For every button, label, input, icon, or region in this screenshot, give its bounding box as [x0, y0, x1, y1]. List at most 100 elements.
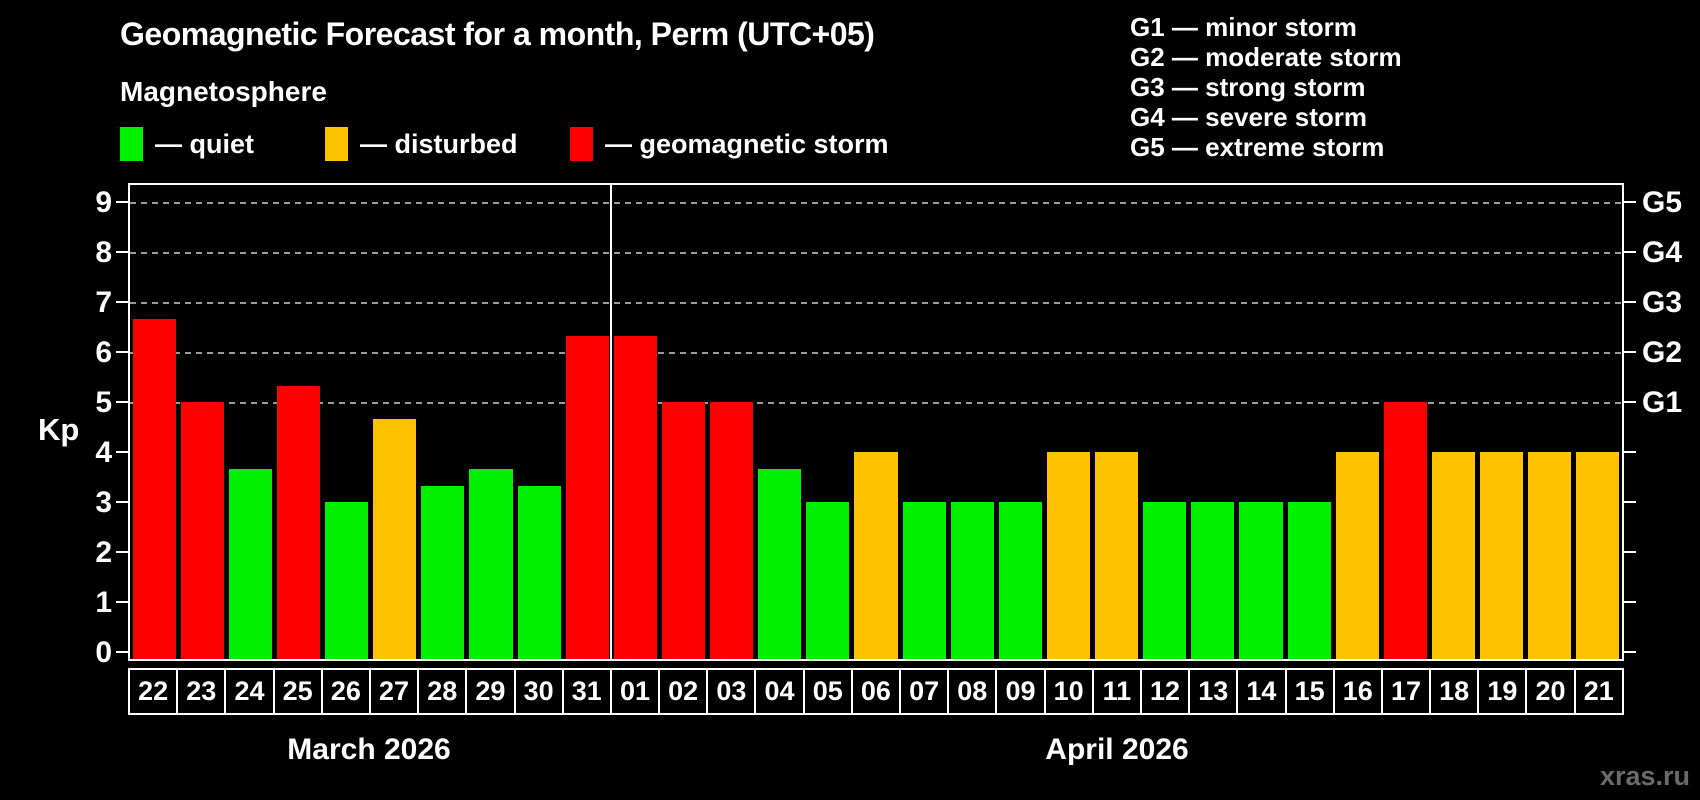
- gridline-kp6: [130, 352, 1622, 354]
- day-label-14: 14: [1236, 668, 1287, 715]
- y-axis-label-4: 4: [95, 436, 112, 469]
- bar-day-13: [1191, 502, 1235, 659]
- y-axis-tick-right-3: [1624, 501, 1636, 503]
- legend-label-storm: — geomagnetic storm: [605, 128, 889, 159]
- legend-item-disturbed: — disturbed: [325, 127, 518, 161]
- day-label-27: 27: [368, 668, 420, 715]
- day-label-05: 05: [802, 668, 853, 715]
- y-axis-tick-left-5: [116, 401, 128, 403]
- y-axis-label-2: 2: [95, 536, 112, 569]
- y-axis-label-7: 7: [95, 286, 112, 319]
- day-label-13: 13: [1188, 668, 1239, 715]
- day-label-26: 26: [320, 668, 371, 715]
- day-label-17: 17: [1380, 668, 1432, 715]
- bar-day-23: [180, 402, 224, 659]
- disturbed-swatch-icon: [325, 127, 348, 161]
- gridline-kp7: [130, 302, 1622, 304]
- bar-day-20: [1528, 452, 1572, 659]
- bar-day-01: [613, 335, 657, 659]
- bar-day-18: [1431, 452, 1476, 659]
- y-axis-tick-left-3: [116, 501, 128, 503]
- day-label-30: 30: [513, 668, 564, 715]
- day-label-10: 10: [1043, 668, 1094, 715]
- y-axis-tick-left-4: [116, 451, 128, 453]
- bar-day-15: [1287, 502, 1331, 659]
- day-label-31: 31: [561, 668, 612, 715]
- bar-day-04: [758, 468, 802, 659]
- bar-day-31: [565, 335, 609, 659]
- y-axis-tick-left-1: [116, 601, 128, 603]
- bar-day-05: [806, 502, 850, 659]
- legend-item-storm: — geomagnetic storm: [570, 127, 889, 161]
- y-axis-label-8: 8: [95, 236, 112, 269]
- g-legend-line-g4: G4 — severe storm: [1130, 102, 1368, 132]
- y-axis-tick-right-2: [1624, 551, 1636, 553]
- magnetosphere-label: Magnetosphere: [120, 76, 327, 107]
- day-label-23: 23: [176, 668, 227, 715]
- y-axis-tick-right-6: [1624, 351, 1636, 353]
- g-scale-legend: G1 — minor storm G2 — moderate storm G3 …: [1130, 12, 1402, 162]
- bar-day-30: [517, 485, 561, 659]
- plot-area: [116, 183, 1636, 661]
- bar-day-28: [421, 485, 465, 659]
- legend-label-disturbed: — disturbed: [360, 128, 518, 159]
- y-axis-tick-right-7: [1624, 301, 1636, 303]
- right-axis-label-g1: G1: [1642, 386, 1683, 419]
- bar-day-08: [950, 502, 994, 659]
- right-axis-label-g4: G4: [1642, 236, 1683, 269]
- day-label-18: 18: [1429, 668, 1480, 715]
- y-axis-label-9: 9: [95, 186, 112, 219]
- right-axis-label-g2: G2: [1642, 336, 1683, 369]
- y-axis-tick-right-8: [1624, 251, 1636, 253]
- y-axis-tick-left-6: [116, 351, 128, 353]
- day-label-28: 28: [417, 668, 468, 715]
- g-legend-line-g5: G5 — extreme storm: [1130, 132, 1385, 162]
- day-label-04: 04: [754, 668, 805, 715]
- day-label-08: 08: [947, 668, 998, 715]
- day-label-25: 25: [272, 668, 323, 715]
- bar-day-16: [1335, 452, 1379, 659]
- bar-day-02: [661, 402, 706, 659]
- day-label-15: 15: [1284, 668, 1335, 715]
- bar-day-22: [132, 318, 176, 659]
- bar-day-12: [1143, 502, 1187, 659]
- y-axis-title: Kp: [38, 412, 80, 447]
- day-label-09: 09: [995, 668, 1046, 715]
- y-axis-tick-left-8: [116, 251, 128, 253]
- y-axis-tick-left-9: [116, 201, 128, 203]
- bar-day-10: [1046, 452, 1091, 659]
- legend-label-quiet: — quiet: [155, 128, 254, 159]
- bar-day-03: [710, 402, 754, 659]
- bar-day-14: [1239, 502, 1283, 659]
- bar-day-17: [1383, 402, 1427, 659]
- y-axis-tick-left-7: [116, 301, 128, 303]
- bar-day-24: [228, 468, 272, 659]
- day-label-03: 03: [706, 668, 757, 715]
- bar-day-26: [325, 502, 369, 659]
- day-label-01: 01: [609, 668, 661, 715]
- bar-day-21: [1576, 452, 1620, 659]
- month-label-april: April 2026: [1045, 733, 1189, 766]
- g-legend-line-g3: G3 — strong storm: [1130, 72, 1366, 102]
- day-label-24: 24: [224, 668, 275, 715]
- month-separator-line: [610, 185, 613, 659]
- page-title: Geomagnetic Forecast for a month, Perm (…: [120, 16, 875, 52]
- day-label-22: 22: [128, 668, 179, 715]
- day-label-19: 19: [1477, 668, 1528, 715]
- day-label-21: 21: [1573, 668, 1624, 715]
- bar-day-27: [373, 418, 417, 659]
- day-label-12: 12: [1139, 668, 1191, 715]
- y-axis-label-3: 3: [95, 486, 112, 519]
- gridline-kp8: [130, 252, 1622, 254]
- bar-day-06: [854, 452, 898, 659]
- y-axis-label-5: 5: [95, 386, 112, 419]
- bar-day-25: [276, 385, 320, 659]
- quiet-swatch-icon: [120, 127, 143, 161]
- day-label-02: 02: [658, 668, 709, 715]
- y-axis-tick-right-5: [1624, 401, 1636, 403]
- day-label-11: 11: [1091, 668, 1142, 715]
- bar-day-19: [1480, 452, 1524, 659]
- y-axis-label-6: 6: [95, 336, 112, 369]
- bar-day-07: [902, 502, 946, 659]
